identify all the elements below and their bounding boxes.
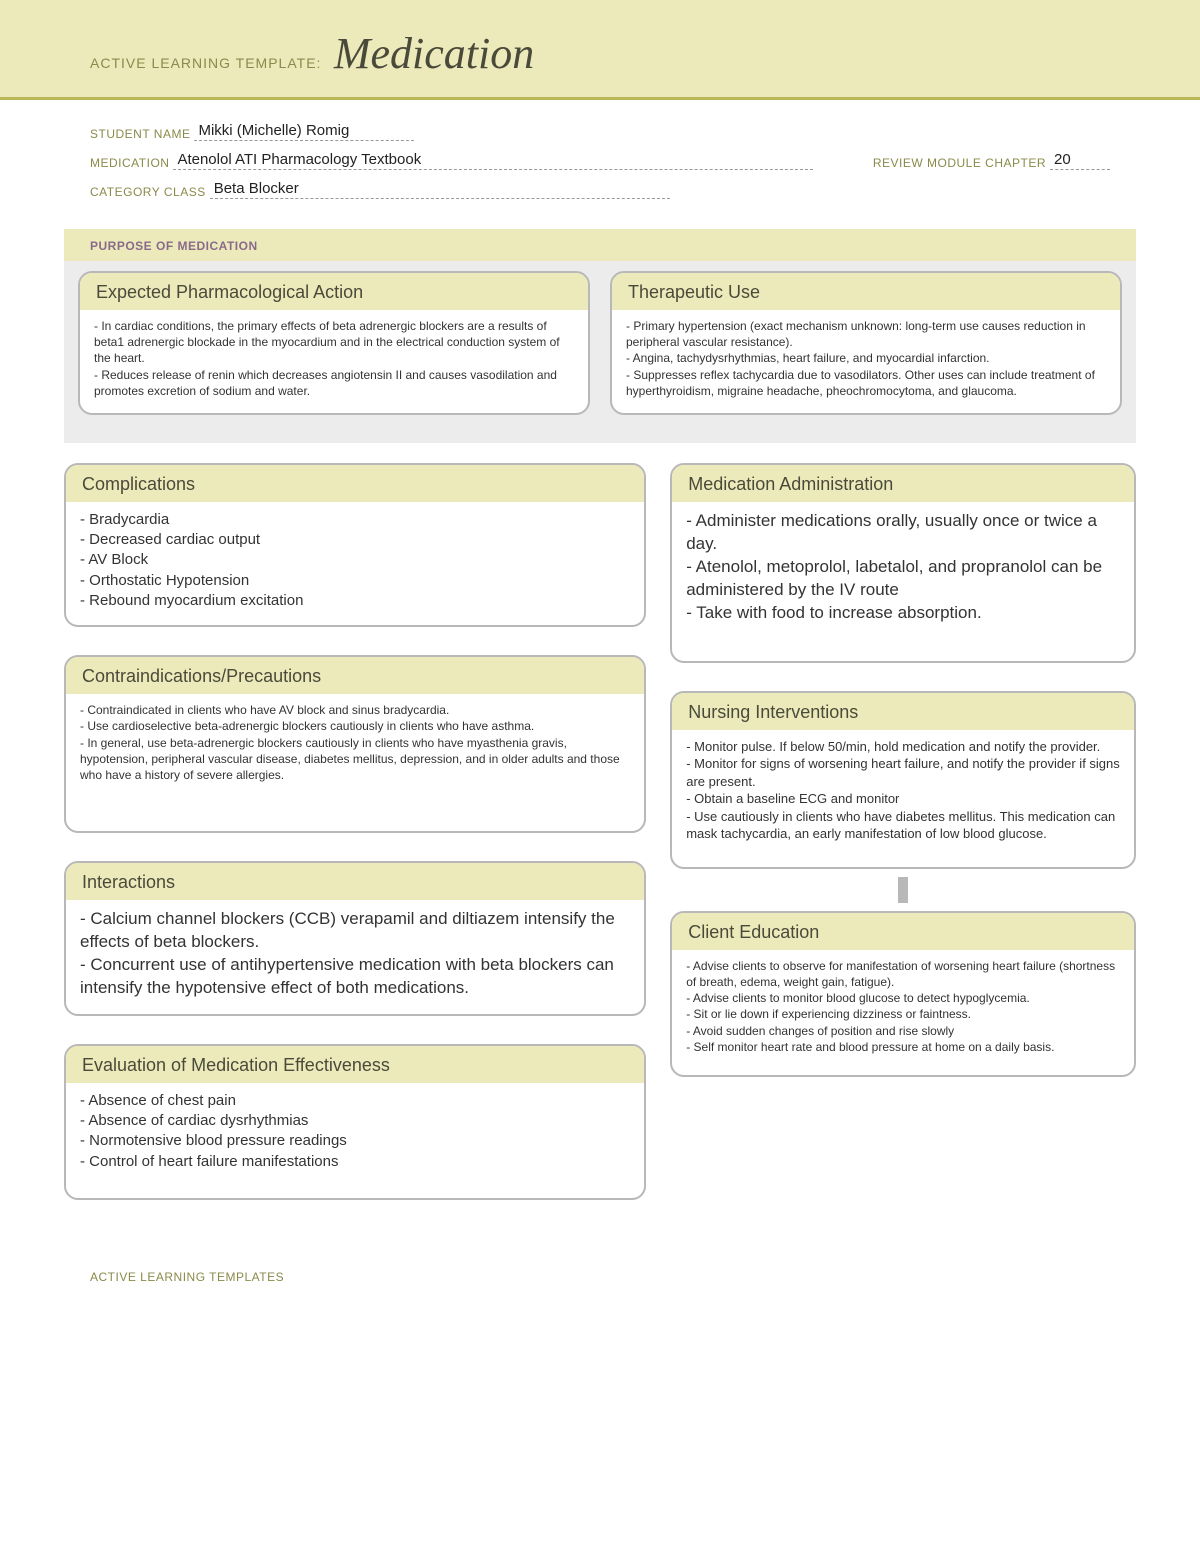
expected-action-card: Expected Pharmacological Action - In car… [78, 271, 590, 415]
medication-label: MEDICATION [90, 156, 169, 170]
header-prefix: ACTIVE LEARNING TEMPLATE: [90, 55, 321, 71]
medication-row: MEDICATION Atenolol ATI Pharmacology Tex… [90, 151, 1110, 170]
education-card: Client Education - Advise clients to obs… [670, 911, 1136, 1077]
expected-action-body: - In cardiac conditions, the primary eff… [80, 310, 588, 413]
complications-title: Complications [66, 465, 644, 502]
purpose-label: PURPOSE OF MEDICATION [90, 239, 258, 253]
administration-body: - Administer medications orally, usually… [672, 502, 1134, 661]
expected-action-title: Expected Pharmacological Action [80, 273, 588, 310]
info-block: STUDENT NAME Mikki (Michelle) Romig MEDI… [0, 100, 1200, 223]
right-column: Medication Administration - Administer m… [670, 463, 1136, 1200]
purpose-band: PURPOSE OF MEDICATION [64, 229, 1136, 261]
contraindications-body: - Contraindicated in clients who have AV… [66, 694, 644, 831]
header-title: Medication [334, 28, 534, 79]
education-title: Client Education [672, 913, 1134, 950]
evaluation-title: Evaluation of Medication Effectiveness [66, 1046, 644, 1083]
evaluation-body: - Absence of chest pain - Absence of car… [66, 1083, 644, 1198]
complications-card: Complications - Bradycardia - Decreased … [64, 463, 646, 627]
connector-bar [898, 877, 908, 903]
review-chapter-label: REVIEW MODULE CHAPTER [873, 156, 1046, 170]
nursing-title: Nursing Interventions [672, 693, 1134, 730]
nursing-body: - Monitor pulse. If below 50/min, hold m… [672, 730, 1134, 867]
student-name-value: Mikki (Michelle) Romig [194, 122, 414, 141]
contraindications-title: Contraindications/Precautions [66, 657, 644, 694]
student-name-row: STUDENT NAME Mikki (Michelle) Romig [90, 122, 1110, 141]
administration-title: Medication Administration [672, 465, 1134, 502]
connector [670, 877, 1136, 903]
contraindications-card: Contraindications/Precautions - Contrain… [64, 655, 646, 833]
interactions-body: - Calcium channel blockers (CCB) verapam… [66, 900, 644, 1014]
category-row: CATEGORY CLASS Beta Blocker [90, 180, 1110, 199]
category-value: Beta Blocker [210, 180, 670, 199]
interactions-title: Interactions [66, 863, 644, 900]
nursing-card: Nursing Interventions - Monitor pulse. I… [670, 691, 1136, 869]
therapeutic-use-title: Therapeutic Use [612, 273, 1120, 310]
education-body: - Advise clients to observe for manifest… [672, 950, 1134, 1075]
student-name-label: STUDENT NAME [90, 127, 190, 141]
interactions-card: Interactions - Calcium channel blockers … [64, 861, 646, 1016]
header-banner: ACTIVE LEARNING TEMPLATE: Medication [0, 0, 1200, 100]
administration-card: Medication Administration - Administer m… [670, 463, 1136, 663]
evaluation-card: Evaluation of Medication Effectiveness -… [64, 1044, 646, 1200]
purpose-body: Expected Pharmacological Action - In car… [64, 261, 1136, 443]
footer-text: ACTIVE LEARNING TEMPLATES [90, 1270, 1110, 1284]
medication-value: Atenolol ATI Pharmacology Textbook [173, 151, 812, 170]
left-column: Complications - Bradycardia - Decreased … [64, 463, 646, 1200]
content-area: Complications - Bradycardia - Decreased … [64, 463, 1136, 1200]
category-label: CATEGORY CLASS [90, 185, 206, 199]
review-chapter-value: 20 [1050, 151, 1110, 170]
complications-body: - Bradycardia - Decreased cardiac output… [66, 502, 644, 625]
therapeutic-use-body: - Primary hypertension (exact mechanism … [612, 310, 1120, 413]
therapeutic-use-card: Therapeutic Use - Primary hypertension (… [610, 271, 1122, 415]
